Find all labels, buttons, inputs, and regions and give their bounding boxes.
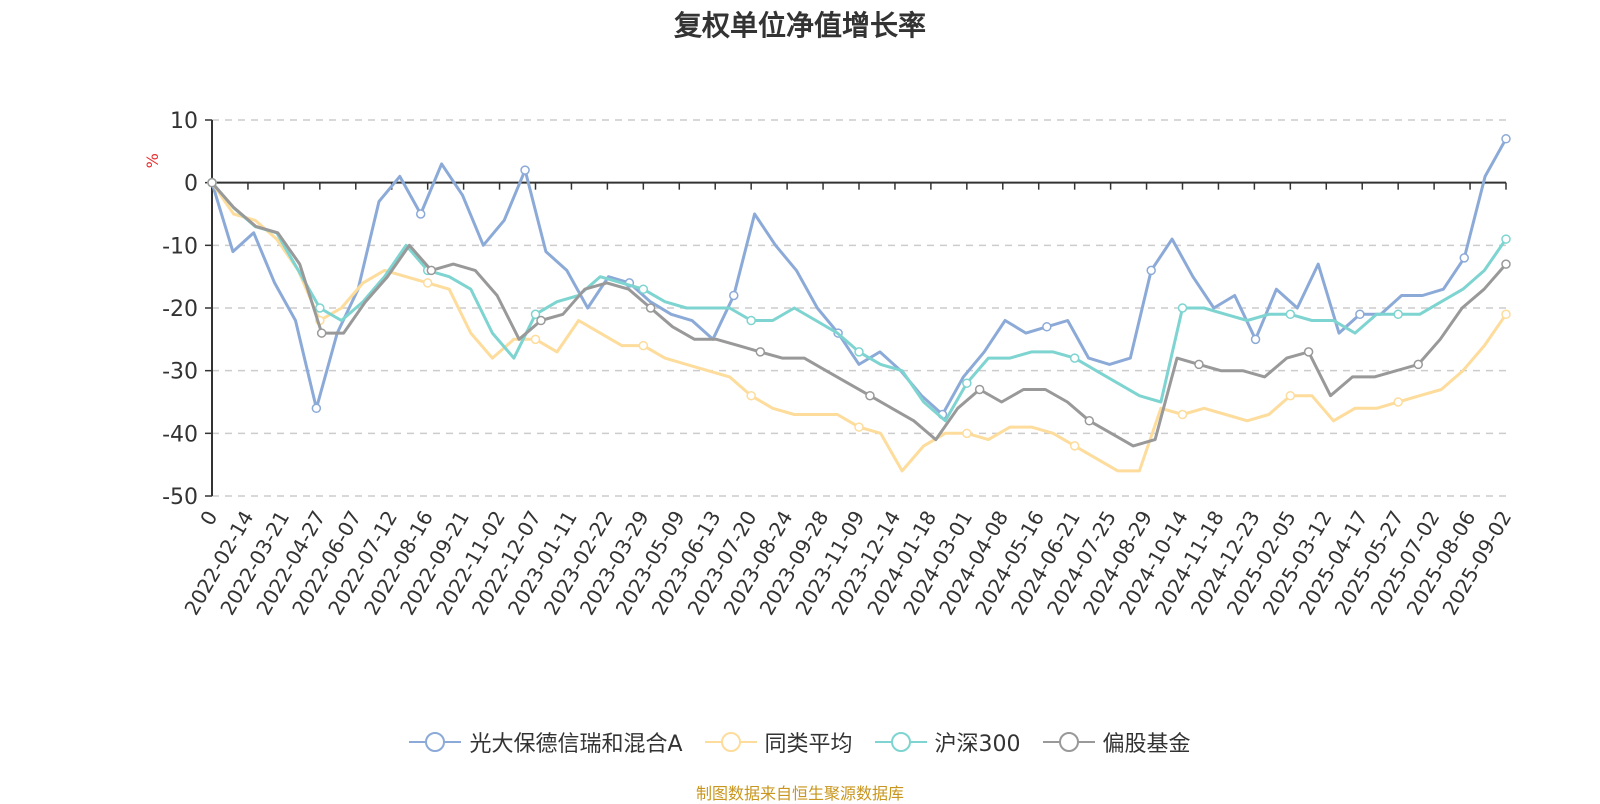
data-point xyxy=(1501,259,1511,269)
y-tick-label: -40 xyxy=(162,422,198,447)
y-tick-label: 0 xyxy=(184,172,198,197)
source-note: 制图数据来自恒生聚源数据库 xyxy=(695,784,904,803)
data-point xyxy=(1084,416,1095,426)
data-point xyxy=(1303,347,1314,357)
data-point xyxy=(415,209,426,219)
data-point xyxy=(854,422,864,432)
data-point xyxy=(962,378,972,388)
y-tick-label: -30 xyxy=(162,360,198,385)
data-point xyxy=(530,334,541,345)
data-point xyxy=(746,315,756,326)
data-point xyxy=(1393,397,1403,407)
legend-item-csi300[interactable]: 沪深300 xyxy=(874,726,1021,758)
data-point xyxy=(1285,390,1296,401)
data-point xyxy=(865,390,875,401)
legend-line-icon xyxy=(874,732,927,752)
grid-lines xyxy=(212,119,1506,497)
data-point xyxy=(746,390,756,401)
legend-line-icon xyxy=(409,732,462,752)
data-point xyxy=(311,403,322,414)
legend-label: 偏股基金 xyxy=(1102,732,1191,757)
chart-title: 复权单位净值增长率 xyxy=(673,9,926,42)
data-point xyxy=(207,177,217,188)
x-tick-label: 0 xyxy=(195,507,222,530)
data-point xyxy=(1250,334,1261,345)
legend-line-icon xyxy=(1042,732,1095,752)
data-point xyxy=(1459,253,1470,263)
data-point xyxy=(1042,322,1052,332)
y-tick-label: -20 xyxy=(162,297,198,322)
data-point xyxy=(974,384,985,395)
data-point xyxy=(755,347,766,357)
legend: 光大保德信瑞和混合A 同类平均 沪深300 偏股基金 xyxy=(0,726,1600,758)
data-point xyxy=(1413,359,1424,370)
data-point xyxy=(1069,441,1080,451)
legend-label: 同类平均 xyxy=(764,732,853,757)
series-line xyxy=(210,181,1508,423)
y-tick-label: -10 xyxy=(162,234,198,259)
series-line xyxy=(210,181,1508,448)
legend-item-peer-average[interactable]: 同类平均 xyxy=(704,726,853,758)
data-point xyxy=(315,303,325,313)
data-point xyxy=(1177,303,1188,313)
tick-labels: 100-10-20-30-40-50%02022-02-142022-03-21… xyxy=(143,109,1516,619)
data-point xyxy=(1501,309,1511,320)
legend-item-fund[interactable]: 光大保德信瑞和混合A xyxy=(409,726,683,758)
y-tick-label: -50 xyxy=(162,485,198,510)
legend-line-icon xyxy=(704,732,757,752)
series-line xyxy=(210,138,1508,416)
y-tick-label: 10 xyxy=(170,109,198,134)
data-point xyxy=(1177,409,1188,420)
data-point xyxy=(1355,309,1365,320)
data-point xyxy=(530,309,541,320)
data-point xyxy=(638,284,649,294)
data-point xyxy=(729,290,739,301)
data-point xyxy=(520,165,530,175)
data-point xyxy=(638,340,649,351)
data-point xyxy=(422,278,433,288)
legend-item-equity-fund[interactable]: 偏股基金 xyxy=(1042,726,1191,758)
data-point xyxy=(1501,134,1511,144)
data-point xyxy=(536,315,546,326)
data-point xyxy=(1393,309,1403,320)
data-point xyxy=(1285,309,1296,320)
data-point xyxy=(316,328,327,338)
series-lines xyxy=(207,134,1511,473)
y-axis-unit: % xyxy=(143,153,162,168)
data-point xyxy=(426,265,437,276)
data-point xyxy=(1069,353,1080,363)
data-point xyxy=(1146,265,1156,276)
data-point xyxy=(854,347,864,357)
data-point xyxy=(645,303,656,313)
data-point xyxy=(1194,359,1204,370)
data-point xyxy=(962,428,972,439)
legend-label: 沪深300 xyxy=(934,732,1021,757)
data-point xyxy=(1501,234,1511,244)
legend-label: 光大保德信瑞和混合A xyxy=(469,732,683,757)
